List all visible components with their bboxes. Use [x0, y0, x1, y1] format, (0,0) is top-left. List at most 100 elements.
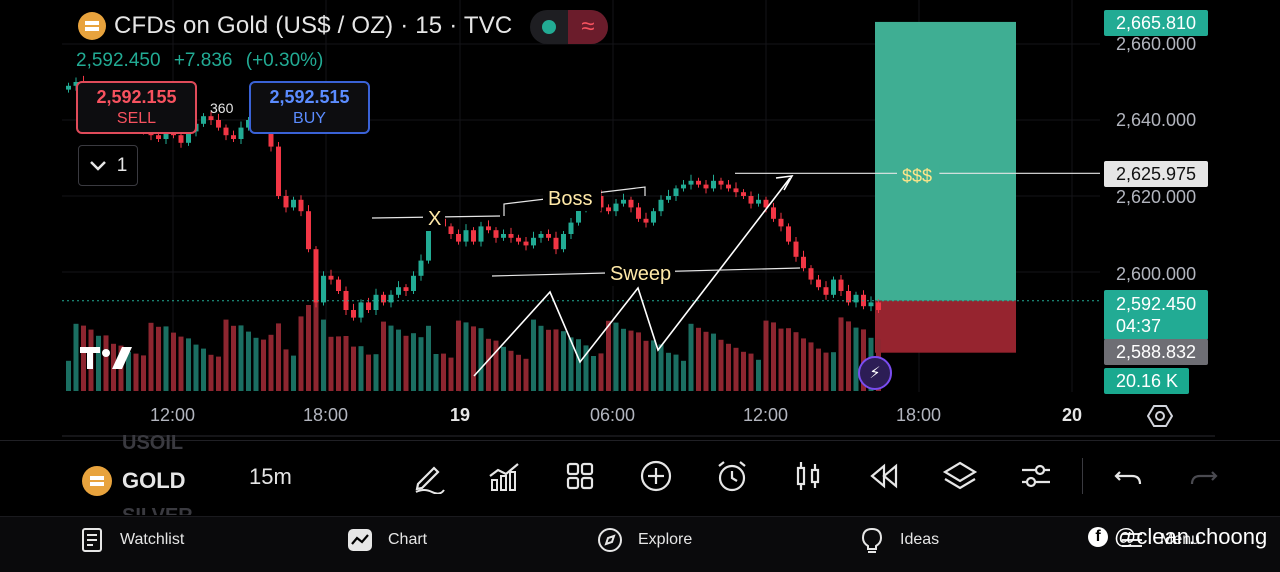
nav-watchlist-label: Watchlist — [120, 531, 185, 548]
nav-menu[interactable]: Menu — [1118, 526, 1200, 554]
volume-bar — [823, 352, 829, 391]
bottom-nav — [0, 516, 1280, 572]
symbol-selector[interactable]: GOLD — [82, 466, 186, 496]
candle — [373, 294, 379, 310]
rewind-icon[interactable] — [866, 458, 902, 494]
chart-area[interactable]: X Boss Sweep $$$ CFDs on Gold (US$ / OZ) · … — [0, 0, 1280, 440]
candle — [561, 234, 566, 250]
quantity-selector[interactable]: 1 — [78, 145, 138, 186]
grid-icon[interactable] — [562, 458, 598, 494]
time-tick: 18:00 — [303, 405, 349, 425]
sell-label: SELL — [116, 110, 157, 127]
chart-icon — [348, 529, 372, 551]
candle — [801, 256, 806, 269]
volume-bar — [771, 322, 776, 391]
volume-bar — [81, 325, 86, 391]
prev-symbol[interactable]: USOIL — [122, 432, 184, 454]
volume-bar — [486, 338, 491, 391]
wave-icon[interactable]: ≈ — [568, 10, 608, 44]
volume-bar — [253, 337, 259, 391]
candle — [358, 302, 364, 318]
x-label-bg — [423, 205, 445, 231]
tradingview-logo-icon — [80, 347, 132, 369]
spread-value: 360 — [210, 100, 234, 116]
undo-icon[interactable] — [1110, 458, 1146, 494]
candle — [516, 237, 521, 242]
volume-bar — [418, 337, 424, 391]
candles-icon[interactable] — [790, 458, 826, 494]
volume-bar — [216, 356, 221, 391]
volume-bar — [831, 352, 836, 391]
market-status-dot-icon — [542, 20, 556, 34]
volume-bar — [703, 331, 709, 391]
volume-bar — [328, 336, 334, 391]
candle — [658, 199, 664, 212]
candle — [291, 199, 296, 208]
candle — [523, 241, 529, 246]
volume-bar — [673, 354, 679, 391]
candle — [673, 188, 679, 196]
candle — [621, 199, 626, 204]
volume-bar — [598, 353, 604, 391]
layers-icon[interactable] — [942, 458, 978, 494]
candle — [793, 241, 799, 257]
volume-bar — [583, 345, 589, 391]
candle — [748, 196, 754, 204]
projection-path — [473, 177, 791, 377]
volume-bar — [688, 323, 694, 391]
nav-watchlist[interactable]: Watchlist — [78, 526, 184, 554]
volume-bar — [313, 300, 319, 391]
candle — [546, 234, 551, 238]
candlesticks — [66, 75, 881, 323]
candle — [486, 226, 491, 231]
sliders-icon[interactable] — [1018, 458, 1054, 494]
candle — [808, 268, 814, 280]
price-chart[interactable]: X Boss Sweep $$$ — [0, 0, 1280, 440]
volume-bar — [238, 325, 244, 391]
watermark: f @clean.choong — [1088, 524, 1267, 550]
sell-button[interactable]: 2,592.155 SELL — [76, 81, 197, 134]
volume-bar — [748, 353, 754, 391]
nav-chart[interactable]: Chart — [346, 526, 427, 554]
volume-bar — [681, 360, 686, 391]
candle — [868, 302, 874, 307]
last-price: 2,592.450 — [76, 50, 161, 71]
symbol-title[interactable]: CFDs on Gold (US$ / OZ) · 15 · TVC — [114, 12, 513, 39]
candle — [156, 135, 161, 139]
nav-ideas[interactable]: Ideas — [858, 526, 939, 554]
next-symbol[interactable]: SILVER — [122, 505, 193, 515]
candle — [463, 230, 469, 242]
volume-label: 20.16 K — [1104, 368, 1189, 394]
candle — [313, 249, 319, 303]
pencil-icon[interactable] — [410, 458, 446, 494]
nav-explore[interactable]: Explore — [596, 526, 692, 554]
chart-settings-icon[interactable] — [1147, 404, 1173, 428]
volume-bar — [733, 347, 739, 391]
timeframe-selector[interactable]: 15m — [249, 464, 292, 489]
chart-bars-icon[interactable] — [486, 458, 522, 494]
lightning-icon[interactable]: ⚡ — [858, 356, 892, 390]
volume-bar — [516, 354, 521, 391]
price-summary: 2,592.450 +7.836 (+0.30%) — [76, 50, 331, 72]
volume-bar — [208, 354, 214, 391]
volume-bar — [343, 336, 349, 391]
volume-bar — [456, 320, 461, 391]
alarm-icon[interactable] — [714, 458, 750, 494]
watermark-handle: @clean.choong — [1114, 524, 1268, 549]
projection-arrowhead — [775, 175, 794, 191]
plus-circle-icon[interactable] — [638, 458, 674, 494]
candle — [186, 131, 191, 143]
volume-bar — [373, 354, 379, 391]
redo-icon — [1190, 471, 1218, 485]
candle — [741, 192, 746, 196]
volume-bar — [433, 354, 439, 391]
candle — [306, 211, 311, 250]
volume-bar — [223, 319, 229, 391]
facebook-icon: f — [1088, 527, 1108, 547]
volume-bar — [441, 353, 446, 391]
volume-bar — [846, 321, 851, 391]
buy-button[interactable]: 2,592.515 BUY — [249, 81, 370, 134]
volume-bar — [178, 336, 184, 391]
market-toggle[interactable]: ≈ — [530, 10, 608, 44]
volume-bar — [156, 326, 161, 391]
